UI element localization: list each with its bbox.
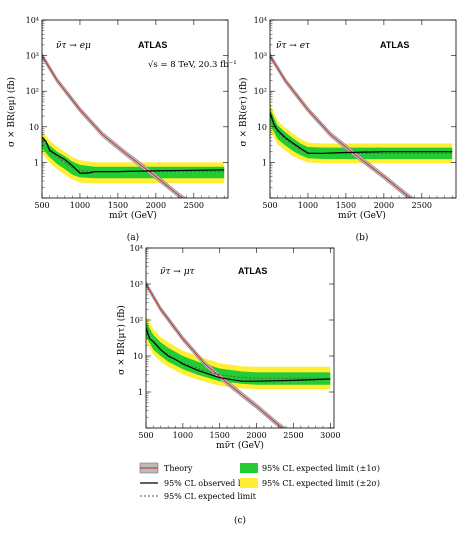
ylabel-b: σ × BR(eτ) (fb) <box>238 77 249 146</box>
legend-observed-label: 95% CL observed limit <box>164 479 257 488</box>
panel-c: 1 10 10² 10³ 10⁴ 500 1000 1500 2000 2500 3000 ν̃τ … <box>116 244 340 451</box>
ytick-label-c: 10³ <box>130 280 143 289</box>
title-c: ATLAS <box>238 266 267 276</box>
plot-b: 1 10 10² 10³ 10⁴ 500 1000 1500 2000 2500 <box>254 16 457 210</box>
ytick-label-a: 10³ <box>26 52 39 61</box>
plot-a: 1 10 10² 10³ 10⁴ 500 1000 1500 2000 2500 <box>26 16 229 210</box>
panel-label-a: (a) <box>127 232 139 243</box>
xlabel-b: mν̃τ (GeV) <box>338 210 386 221</box>
band-1sigma-c <box>146 321 331 385</box>
plot-area-a <box>42 52 225 198</box>
legend-band1-swatch <box>240 463 258 473</box>
ylabel-a: σ × BR(eμ) (fb) <box>6 77 17 147</box>
process-label-a: ν̃τ → eμ <box>56 40 91 51</box>
ytick-label-a: 10⁴ <box>26 16 39 25</box>
xtick-label-c: 500 <box>138 431 153 440</box>
observed-line-a <box>42 137 225 174</box>
legend-band1-label: 95% CL expected limit (±1σ) <box>262 464 380 473</box>
ytick-label-b: 10³ <box>254 52 267 61</box>
xtick-label-c: 1000 <box>173 431 193 440</box>
axes-frame-a <box>41 19 229 199</box>
plot-area-c <box>146 281 331 428</box>
theory-line-c <box>146 283 284 428</box>
ytick-label-a: 10² <box>26 87 39 96</box>
expected-line-b <box>270 115 453 154</box>
band-1sigma-b <box>270 108 453 159</box>
band-1sigma-a <box>42 136 225 179</box>
ytick-label-c: 10² <box>130 316 143 325</box>
xlabel-c: mν̃τ (GeV) <box>216 440 264 451</box>
ytick-label-a: 10 <box>29 123 39 132</box>
xlabel-a: mν̃τ (GeV) <box>109 210 157 221</box>
ytick-label-c: 10 <box>133 352 143 361</box>
observed-line-b <box>270 112 453 154</box>
xtick-label-a: 500 <box>34 201 49 210</box>
xtick-label-a: 1500 <box>108 201 128 210</box>
xtick-label-c: 3000 <box>320 431 340 440</box>
panel-b: 1 10 10² 10³ 10⁴ 500 1000 1500 2000 2500 ν̃τ → eτ… <box>238 16 457 243</box>
legend-theory-label: Theory <box>164 464 193 473</box>
panel-a: 1 10 10² 10³ 10⁴ 500 1000 1500 2000 2500 ν̃τ → eμ… <box>6 16 237 243</box>
legend-band2-label: 95% CL expected limit (±2σ) <box>262 479 380 488</box>
panel-label-b: (b) <box>356 232 369 243</box>
theory-line-a <box>42 55 184 198</box>
xtick-label-a: 1000 <box>70 201 90 210</box>
legend: Theory 95% CL observed limit 95% CL expe… <box>139 462 380 501</box>
title-b: ATLAS <box>380 40 409 50</box>
xtick-label-b: 2000 <box>374 201 394 210</box>
ytick-label-c: 10⁴ <box>130 244 143 253</box>
axes-frame-b <box>269 19 457 199</box>
process-label-b: ν̃τ → eτ <box>276 40 311 51</box>
xtick-label-b: 1000 <box>298 201 318 210</box>
panel-label-c: (c) <box>234 515 246 526</box>
title-a: ATLAS <box>138 40 167 50</box>
plot-area-b <box>270 52 453 198</box>
process-label-c: ν̃τ → μτ <box>160 266 196 277</box>
ytick-label-c: 1 <box>138 388 143 397</box>
axes-frame-c <box>145 247 335 429</box>
xtick-label-a: 2000 <box>146 201 166 210</box>
legend-expected-label: 95% CL expected limit <box>164 492 257 501</box>
xtick-label-c: 2500 <box>283 431 303 440</box>
ytick-label-b: 10 <box>257 123 267 132</box>
theory-band-b <box>270 52 415 198</box>
xtick-label-c: 2000 <box>246 431 266 440</box>
xtick-label-a: 2500 <box>184 201 204 210</box>
ytick-label-b: 10⁴ <box>254 16 267 25</box>
theory-line-b <box>270 55 412 198</box>
legend-band2-swatch <box>240 478 258 488</box>
plot-c: 1 10 10² 10³ 10⁴ 500 1000 1500 2000 2500 3000 <box>130 244 341 440</box>
xtick-label-b: 500 <box>262 201 277 210</box>
theory-band-a <box>42 52 187 198</box>
observed-line-c <box>146 327 331 382</box>
ytick-label-b: 10² <box>254 87 267 96</box>
ytick-label-b: 1 <box>262 158 267 167</box>
expected-line-a <box>42 140 225 173</box>
xtick-label-b: 1500 <box>336 201 356 210</box>
xtick-label-b: 2500 <box>412 201 432 210</box>
energy-label-a: √s = 8 TeV, 20.3 fb⁻¹ <box>148 60 237 70</box>
ylabel-c: σ × BR(μτ) (fb) <box>116 305 127 375</box>
xtick-label-c: 1500 <box>210 431 230 440</box>
theory-band-c <box>146 281 287 428</box>
ytick-label-a: 1 <box>34 158 39 167</box>
